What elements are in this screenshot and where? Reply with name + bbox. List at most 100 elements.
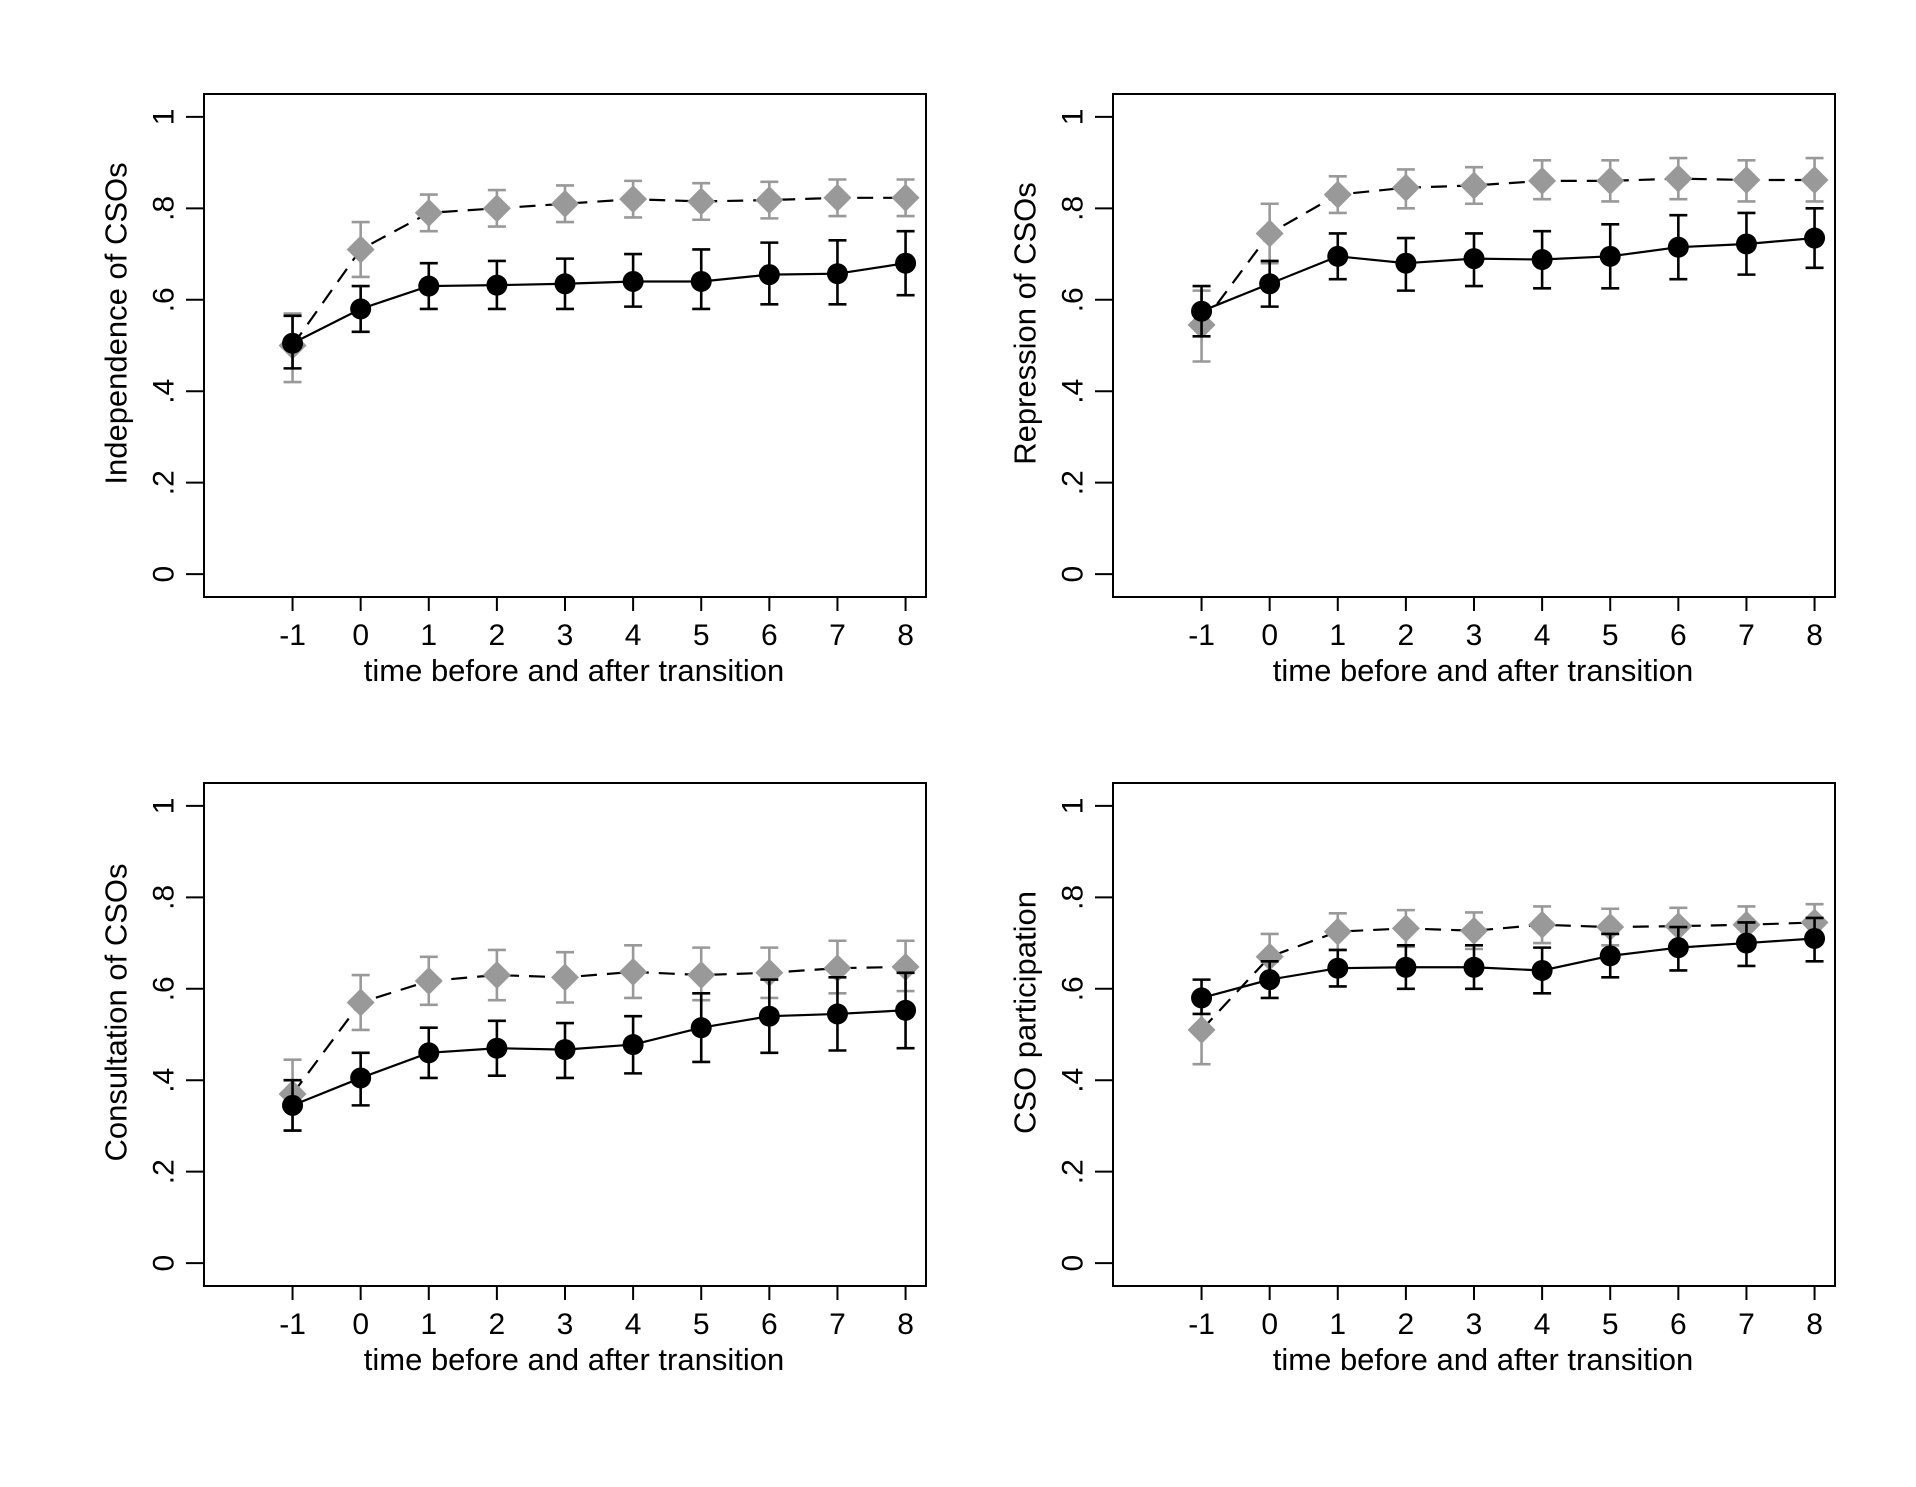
data-point-circle [418,1042,440,1064]
series-black-circle [282,229,917,370]
plot-frame [203,93,927,598]
x-tick-label: 3 [557,619,574,652]
series-line [1201,236,1815,313]
x-tick-label: 4 [1534,1308,1551,1341]
x-tick-label: 2 [489,1308,506,1341]
x-tick-label: 1 [420,1308,437,1341]
data-point-diamond [551,963,579,992]
data-point-circle [418,275,440,297]
data-point-diamond [1255,219,1284,248]
x-tick-label: 1 [420,619,437,652]
data-point-diamond [891,183,920,212]
data-point-circle [1599,945,1621,967]
x-tick-label: 8 [897,1308,914,1341]
y-tick-label: .4 [1057,379,1090,404]
data-point-diamond [1323,917,1352,946]
data-point-circle [554,273,576,295]
x-tick-label: 6 [1670,619,1687,652]
data-point-circle [826,1003,848,1025]
series-line [291,196,906,347]
data-point-circle [1259,273,1281,295]
x-tick-label: -1 [1188,619,1215,652]
x-tick-label: 4 [625,1308,642,1341]
x-tick-label: 4 [1534,619,1551,652]
x-tick-label: 0 [352,1308,369,1341]
y-tick-label: .2 [148,1159,181,1184]
series-line [292,1009,906,1107]
data-point-circle [622,1034,644,1056]
x-tick-label: 4 [625,619,642,652]
series-line [1200,921,1815,1031]
data-point-circle [486,1037,508,1059]
data-point-diamond [1664,164,1693,193]
data-point-circle [1395,252,1417,274]
data-point-circle [1191,300,1213,322]
x-axis-title: time before and after transition [1273,653,1693,688]
data-point-diamond [1391,914,1420,943]
x-tick-label: 2 [1398,1308,1415,1341]
y-tick-label: 0 [148,1255,181,1272]
series-gray-diamond [278,939,920,1132]
data-point-circle [486,274,508,296]
x-tick-label: 6 [1670,1308,1687,1341]
x-tick-label: -1 [279,1308,306,1341]
series-black-circle [1191,916,1826,1016]
data-point-circle [1191,987,1213,1009]
x-tick-label: 8 [1806,619,1823,652]
data-point-circle [282,332,304,354]
data-point-circle [1395,956,1417,978]
data-point-diamond [755,186,784,215]
data-point-diamond [823,183,852,212]
x-tick-label: 7 [1738,1308,1755,1341]
y-tick-label: .4 [148,1068,181,1093]
data-point-circle [1463,248,1485,270]
data-point-circle [1327,957,1349,979]
y-tick-label: .6 [1057,976,1090,1001]
data-point-circle [1804,927,1826,949]
data-point-circle [1667,937,1689,959]
y-tick-label: .8 [148,885,181,910]
x-axis-title: time before and after transition [364,1342,784,1377]
x-tick-label: 5 [1602,1308,1619,1341]
data-point-circle [1735,932,1757,954]
y-tick-label: .8 [1057,196,1090,221]
x-axis-title: time before and after transition [364,653,784,688]
data-point-circle [554,1039,576,1061]
data-point-circle [758,264,780,286]
data-point-diamond [1460,171,1488,200]
x-tick-label: 3 [1466,619,1483,652]
x-tick-label: 7 [1738,619,1755,652]
y-tick-label: .2 [1057,1159,1090,1184]
y-tick-label: .6 [148,287,181,312]
data-point-circle [622,270,644,292]
series-line [1200,177,1815,326]
x-tick-label: -1 [1188,1308,1215,1341]
x-tick-label: 5 [1602,619,1619,652]
data-point-diamond [1732,165,1761,194]
x-tick-label: -1 [279,619,306,652]
series-gray-diamond [1187,902,1829,1066]
x-axis-title: time before and after transition [1273,1342,1693,1377]
data-point-diamond [1187,1015,1216,1044]
data-point-diamond [823,954,852,983]
y-tick-label: 1 [148,798,181,815]
y-tick-label: .2 [148,470,181,495]
x-tick-label: 2 [489,619,506,652]
x-tick-label: 3 [557,1308,574,1341]
y-axis-title: CSO participation [1008,891,1043,1134]
data-point-circle [1599,245,1621,267]
data-point-diamond [619,957,648,986]
x-tick-label: 1 [1329,619,1346,652]
x-tick-label: 7 [829,619,846,652]
data-point-diamond [551,189,579,218]
data-point-circle [282,1094,304,1116]
data-point-diamond [1596,166,1625,195]
y-tick-label: 1 [148,109,181,126]
chart-panel-3: 0 .2 .4 .6 .8 1 -1 0 1 2 3 4 5 6 7 8 time before and aft… [99,782,927,1377]
x-tick-label: 8 [1806,1308,1823,1341]
data-point-circle [895,252,917,274]
x-tick-label: 0 [352,619,369,652]
y-tick-label: 1 [1057,109,1090,126]
data-point-circle [1531,959,1553,981]
chart-panel-4: 0 .2 .4 .6 .8 1 -1 0 1 2 3 4 5 6 7 8 time before and aft… [1008,782,1836,1377]
